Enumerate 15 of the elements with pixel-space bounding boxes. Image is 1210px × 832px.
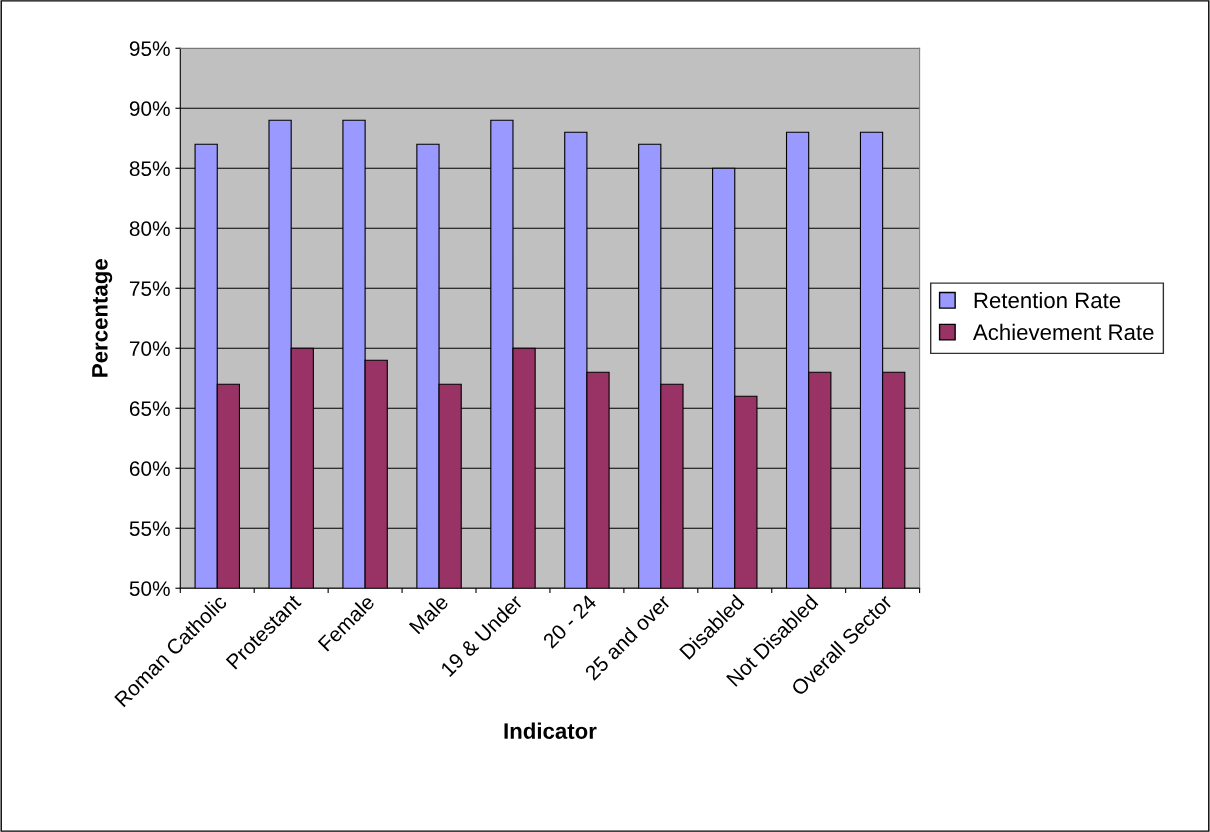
y-axis-title: Percentage bbox=[92, 259, 113, 377]
y-tick-label: 80% bbox=[129, 221, 170, 236]
x-tick-label: 20 - 24 bbox=[542, 593, 598, 649]
y-tick-label: 60% bbox=[129, 461, 170, 476]
legend-label: Achievement Rate bbox=[972, 323, 1154, 341]
y-tick-label: 65% bbox=[129, 401, 170, 416]
y-tick-label: 95% bbox=[129, 41, 170, 57]
y-tick-label: 75% bbox=[129, 281, 170, 296]
y-tick-label: 70% bbox=[129, 341, 170, 356]
x-axis-title: Indicator bbox=[504, 722, 597, 739]
y-tick-label: 50% bbox=[129, 581, 170, 596]
legend-label: Retention Rate bbox=[974, 291, 1121, 309]
y-tick-label: 85% bbox=[129, 161, 170, 176]
y-tick-label: 90% bbox=[129, 101, 170, 117]
y-tick-label: 55% bbox=[129, 521, 170, 536]
